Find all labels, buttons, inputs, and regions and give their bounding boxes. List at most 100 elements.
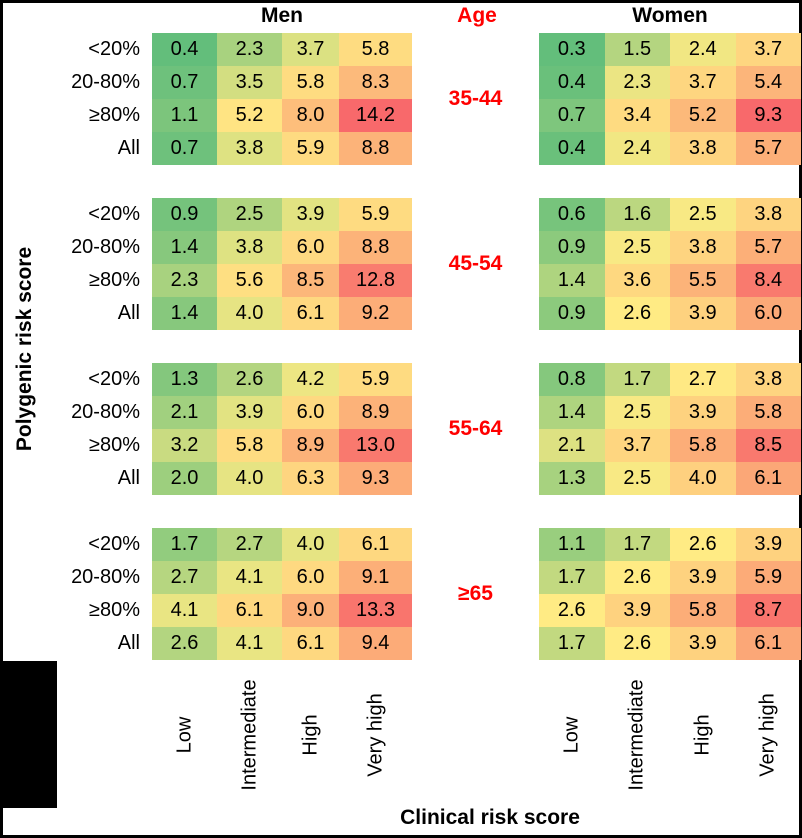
heatmap-cell: 4.1 bbox=[217, 561, 282, 594]
heatmap-cell: 5.8 bbox=[282, 66, 339, 99]
heatmap-cell: 0.9 bbox=[539, 297, 605, 330]
heatmap-cell: 3.8 bbox=[670, 132, 736, 165]
heatmap-cell: 8.8 bbox=[339, 132, 412, 165]
heatmap-panel-men: 1.3 2.6 4.2 5.9 2.1 3.9 6.0 8.9 3.2 5.8 8.9 13.0 2.0… bbox=[152, 363, 412, 495]
heatmap-cell: 13.3 bbox=[339, 594, 412, 627]
heatmap-cell: 6.1 bbox=[735, 462, 801, 495]
heatmap-cell: 8.5 bbox=[282, 264, 339, 297]
heatmap-cell: 3.9 bbox=[670, 627, 736, 660]
heatmap-cell: 8.3 bbox=[339, 66, 412, 99]
heatmap-cell: 14.2 bbox=[339, 99, 412, 132]
heatmap-cell: 12.8 bbox=[339, 264, 412, 297]
heatmap-cell: 2.4 bbox=[670, 33, 736, 66]
heatmap-cell: 2.5 bbox=[217, 198, 282, 231]
age-group-label: 35-44 bbox=[448, 87, 503, 110]
men-header: Men bbox=[261, 4, 303, 27]
heatmap-panel-men: 1.7 2.7 4.0 6.1 2.7 4.1 6.0 9.1 4.1 6.1 9.0 13.3 2.6… bbox=[152, 528, 412, 660]
heatmap-cell: 1.1 bbox=[539, 528, 605, 561]
heatmap-cell: 8.5 bbox=[735, 429, 801, 462]
heatmap-cell: 2.6 bbox=[217, 363, 282, 396]
heatmap-cell: 6.1 bbox=[282, 627, 339, 660]
heatmap-cell: 1.1 bbox=[152, 99, 217, 132]
heatmap-cell: 0.4 bbox=[539, 132, 605, 165]
heatmap-cell: 2.6 bbox=[604, 561, 670, 594]
heatmap-panel-women: 0.8 1.7 2.7 3.8 1.4 2.5 3.9 5.8 2.1 3.7 5.8 8.5 1.3 2… bbox=[539, 363, 801, 495]
heatmap-cell: 8.7 bbox=[735, 594, 801, 627]
row-label: 20-80% bbox=[71, 71, 140, 93]
heatmap-cell: 2.5 bbox=[670, 198, 736, 231]
heatmap-cell: 5.8 bbox=[339, 33, 412, 66]
heatmap-cell: 0.4 bbox=[539, 66, 605, 99]
heatmap-cell: 4.0 bbox=[282, 528, 339, 561]
column-label: Low bbox=[173, 716, 195, 754]
heatmap-cell: 4.0 bbox=[670, 462, 736, 495]
row-label: ≥80% bbox=[88, 269, 140, 291]
heatmap-cell: 3.9 bbox=[670, 297, 736, 330]
column-label: Very high bbox=[364, 693, 386, 777]
heatmap-cell: 0.9 bbox=[152, 198, 217, 231]
heatmap-cell: 9.1 bbox=[339, 561, 412, 594]
heatmap-cell: 8.0 bbox=[282, 99, 339, 132]
age-group-label: ≥65 bbox=[458, 582, 493, 605]
heatmap-cell: 2.1 bbox=[539, 429, 605, 462]
heatmap-cell: 5.9 bbox=[282, 132, 339, 165]
heatmap-cell: 2.6 bbox=[152, 627, 217, 660]
column-label: High bbox=[299, 714, 321, 756]
heatmap-panel-women: 0.6 1.6 2.5 3.8 0.9 2.5 3.8 5.7 1.4 3.6 5.5 8.4 0.9 2… bbox=[539, 198, 801, 330]
heatmap-cell: 1.4 bbox=[152, 297, 217, 330]
heatmap-cell: 5.8 bbox=[670, 429, 736, 462]
heatmap-cell: 2.5 bbox=[604, 462, 670, 495]
row-label: ≥80% bbox=[88, 599, 140, 621]
heatmap-cell: 3.8 bbox=[670, 231, 736, 264]
heatmap-cell: 2.3 bbox=[604, 66, 670, 99]
heatmap-cell: 9.3 bbox=[735, 99, 801, 132]
heatmap-cell: 1.5 bbox=[604, 33, 670, 66]
row-label: <20% bbox=[88, 533, 140, 555]
heatmap-cell: 8.9 bbox=[282, 429, 339, 462]
heatmap-cell: 2.0 bbox=[152, 462, 217, 495]
heatmap-cell: 9.3 bbox=[339, 462, 412, 495]
row-label: ≥80% bbox=[88, 434, 140, 456]
heatmap-cell: 2.1 bbox=[152, 396, 217, 429]
heatmap-cell: 0.9 bbox=[539, 231, 605, 264]
heatmap-cell: 0.6 bbox=[539, 198, 605, 231]
heatmap-cell: 3.7 bbox=[282, 33, 339, 66]
heatmap-cell: 4.0 bbox=[217, 462, 282, 495]
heatmap-cell: 5.9 bbox=[339, 198, 412, 231]
heatmap-cell: 5.5 bbox=[670, 264, 736, 297]
heatmap-cell: 3.4 bbox=[604, 99, 670, 132]
heatmap-cell: 5.7 bbox=[735, 132, 801, 165]
column-label: High bbox=[691, 714, 714, 756]
heatmap-cell: 9.2 bbox=[339, 297, 412, 330]
heatmap-panel-women: 0.3 1.5 2.4 3.7 0.4 2.3 3.7 5.4 0.7 3.4 5.2 9.3 0.4 2… bbox=[539, 33, 801, 165]
heatmap-cell: 0.7 bbox=[152, 132, 217, 165]
row-label: <20% bbox=[88, 203, 140, 225]
heatmap-cell: 2.3 bbox=[217, 33, 282, 66]
column-label: Intermediate bbox=[238, 679, 260, 791]
heatmap-cell: 2.6 bbox=[539, 594, 605, 627]
age-group-label: 45-54 bbox=[448, 252, 503, 275]
heatmap-cell: 2.5 bbox=[604, 231, 670, 264]
heatmap-cell: 1.4 bbox=[539, 396, 605, 429]
heatmap-cell: 1.7 bbox=[539, 561, 605, 594]
row-label: <20% bbox=[88, 38, 140, 60]
heatmap-cell: 8.8 bbox=[339, 231, 412, 264]
heatmap-cell: 1.7 bbox=[604, 363, 670, 396]
heatmap-cell: 3.7 bbox=[735, 33, 801, 66]
heatmap-cell: 6.3 bbox=[282, 462, 339, 495]
women-header: Women bbox=[632, 4, 708, 27]
heatmap-cell: 0.8 bbox=[539, 363, 605, 396]
heatmap-cell: 9.4 bbox=[339, 627, 412, 660]
heatmap-cell: 2.3 bbox=[152, 264, 217, 297]
heatmap-cell: 2.6 bbox=[604, 297, 670, 330]
heatmap-cell: 1.7 bbox=[539, 627, 605, 660]
heatmap-cell: 1.4 bbox=[152, 231, 217, 264]
heatmap-cell: 4.1 bbox=[217, 627, 282, 660]
row-label: <20% bbox=[88, 368, 140, 390]
heatmap-panel-men: 0.9 2.5 3.9 5.9 1.4 3.8 6.0 8.8 2.3 5.6 8.5 12.8 1.4… bbox=[152, 198, 412, 330]
x-axis-title: Clinical risk score bbox=[400, 806, 580, 829]
column-label: Intermediate bbox=[625, 679, 648, 791]
heatmap-cell: 3.9 bbox=[670, 396, 736, 429]
heatmap-cell: 6.0 bbox=[282, 396, 339, 429]
